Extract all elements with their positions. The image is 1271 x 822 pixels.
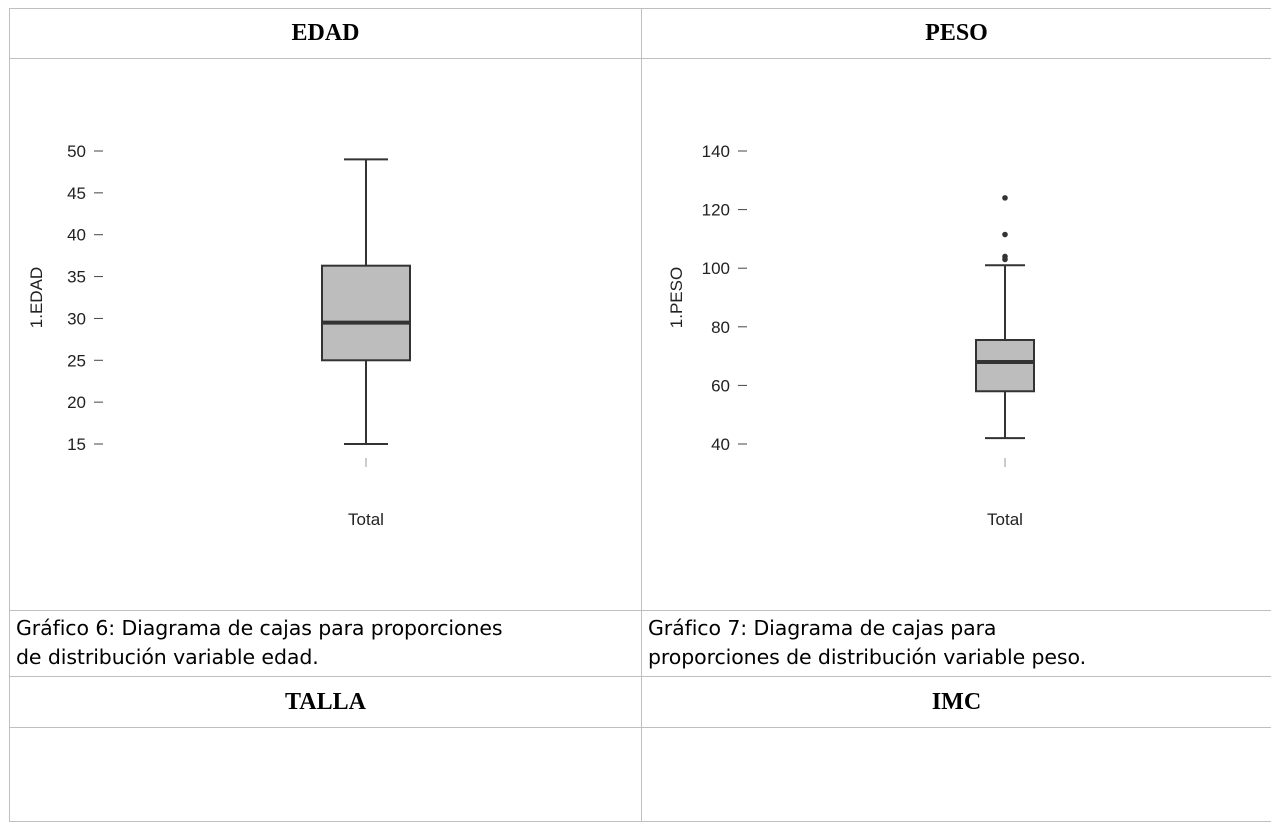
peso-heading-cell: PESO: [642, 9, 1271, 59]
outlier-point: [1002, 232, 1008, 238]
talla-heading: TALLA: [10, 677, 641, 727]
imc-heading-cell: IMC: [642, 677, 1271, 728]
edad-heading: EDAD: [10, 9, 641, 58]
outlier-point: [1002, 254, 1008, 260]
y-tick-label: 60: [711, 376, 730, 395]
edad-heading-cell: EDAD: [10, 9, 642, 59]
caption-6: Gráfico 6: Diagrama de cajas para propor…: [10, 611, 641, 672]
y-tick-label: 35: [67, 268, 86, 287]
x-category-label: Total: [987, 510, 1023, 529]
talla-heading-cell: TALLA: [10, 677, 642, 728]
y-axis-label: 1.PESO: [667, 267, 686, 328]
y-tick-label: 45: [67, 184, 86, 203]
layout-table: EDAD PESO 15 20 25 30 35 40 45 50 1.EDAD Total 40…: [9, 8, 1271, 822]
y-tick-label: 40: [711, 435, 730, 454]
edad-chart-cell: 15 20 25 30 35 40 45 50 1.EDAD Total: [10, 59, 642, 611]
iqr-box: [322, 266, 410, 361]
peso-heading: PESO: [642, 9, 1271, 58]
iqr-box: [976, 340, 1034, 391]
y-tick-label: 140: [702, 142, 730, 161]
caption-6-line-1: Gráfico 6: Diagrama de cajas para propor…: [16, 614, 641, 643]
y-tick-label: 15: [67, 435, 86, 454]
y-tick-label: 40: [67, 226, 86, 245]
peso-chart-cell: 40 60 80 100 120 140 1.PESO Total: [642, 59, 1271, 611]
peso-boxplot: 40 60 80 100 120 140 1.PESO Total: [642, 59, 1271, 610]
edad-boxplot: 15 20 25 30 35 40 45 50 1.EDAD Total: [10, 59, 641, 610]
caption-7: Gráfico 7: Diagrama de cajas para propor…: [642, 611, 1271, 672]
outlier-point: [1002, 195, 1008, 201]
y-tick-label: 25: [67, 351, 86, 370]
y-axis-label: 1.EDAD: [27, 267, 46, 328]
y-tick-label: 30: [67, 309, 86, 328]
y-tick-label: 20: [67, 393, 86, 412]
x-category-label: Total: [348, 510, 384, 529]
y-tick-label: 100: [702, 259, 730, 278]
caption-7-cell: Gráfico 7: Diagrama de cajas para propor…: [642, 611, 1271, 677]
y-tick-label: 120: [702, 201, 730, 220]
imc-heading: IMC: [642, 677, 1271, 727]
y-tick-label: 50: [67, 142, 86, 161]
imc-chart-cell: [642, 728, 1271, 822]
talla-chart-cell: [10, 728, 642, 822]
caption-6-line-2: de distribución variable edad.: [16, 643, 641, 672]
caption-7-line-2: proporciones de distribución variable pe…: [648, 643, 1271, 672]
y-tick-label: 80: [711, 318, 730, 337]
caption-6-cell: Gráfico 6: Diagrama de cajas para propor…: [10, 611, 642, 677]
caption-7-line-1: Gráfico 7: Diagrama de cajas para: [648, 614, 1271, 643]
